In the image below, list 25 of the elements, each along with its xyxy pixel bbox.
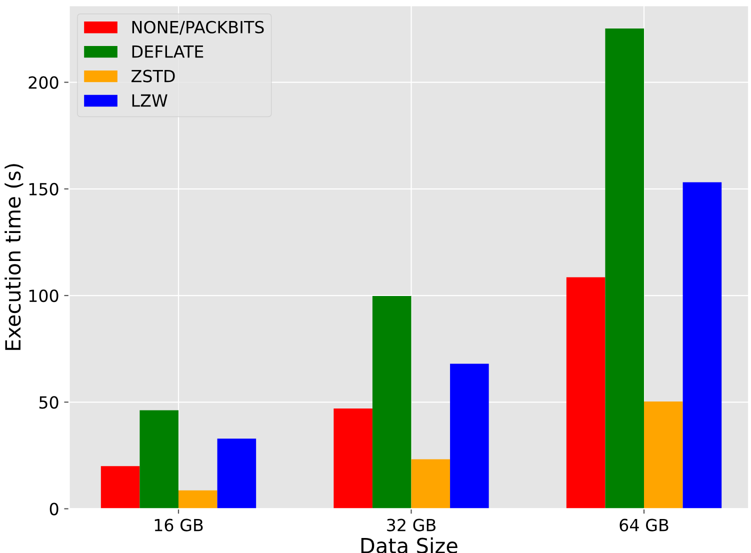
legend-label: NONE/PACKBITS [132, 20, 264, 35]
y-tick-label: 100 [29, 289, 58, 302]
bar [411, 459, 450, 509]
bar [217, 438, 256, 509]
bar [334, 408, 372, 509]
y-tick-label: 0 [50, 502, 58, 516]
bar [178, 490, 218, 509]
bar [372, 296, 412, 509]
bar [140, 410, 178, 509]
x-tick-label: 64 GB [620, 518, 668, 532]
bar [100, 466, 140, 509]
y-tick-label: 200 [28, 76, 58, 89]
legend-label: DEFLATE [132, 46, 204, 58]
bar [605, 28, 644, 509]
y-tick-label: 50 [39, 396, 58, 409]
bar [644, 402, 683, 509]
legend-label: ZSTD [132, 70, 175, 82]
bar [566, 277, 606, 509]
y-tick-label: 150 [29, 182, 58, 196]
x-tick-label: 32 GB [387, 518, 436, 532]
legend-label: LZW [132, 94, 168, 107]
bar [682, 182, 722, 509]
bar [450, 364, 489, 509]
y-axis-title: Execution time (s) [4, 164, 24, 350]
x-tick-label: 16 GB [154, 518, 203, 532]
